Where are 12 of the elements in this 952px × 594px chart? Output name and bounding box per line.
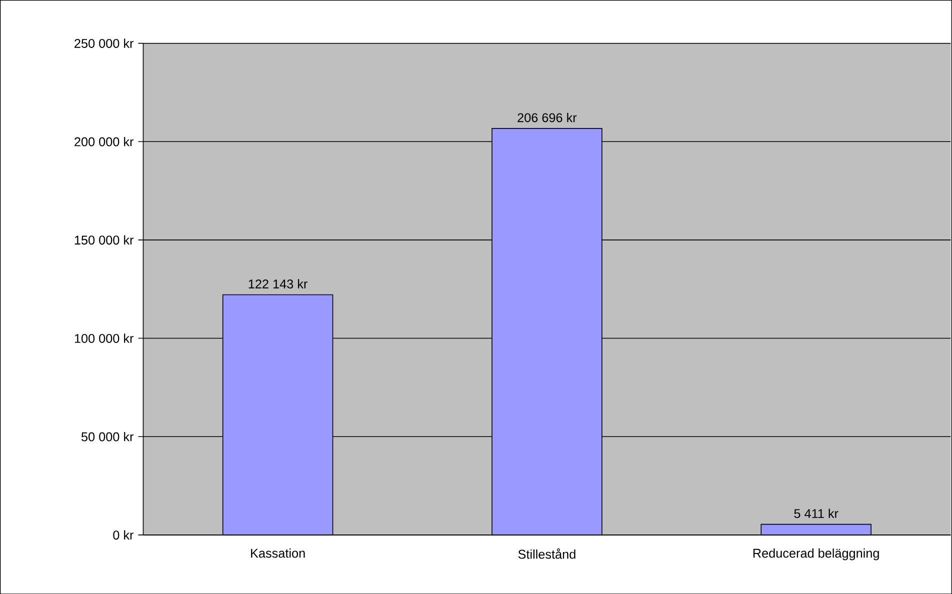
x-tick-label: Stillestånd [518,548,576,559]
y-tick-label: 200 000 kr [74,136,134,146]
data-label: 5 411 kr [794,508,838,518]
y-tick-label: 150 000 kr [74,235,134,244]
y-tick-label: 100 000 kr [74,334,134,343]
data-label: 206 696 kr [518,112,577,122]
x-tick-label: Reducerad beläggning [753,548,879,560]
y-tick-label: 50 000 kr [81,432,134,442]
x-tick-label: Kassation [251,548,305,558]
y-tick-label: 0 kr [113,530,134,540]
y-tick-label: 250 000 kr [74,38,134,48]
data-label: 122 143 kr [248,279,308,288]
